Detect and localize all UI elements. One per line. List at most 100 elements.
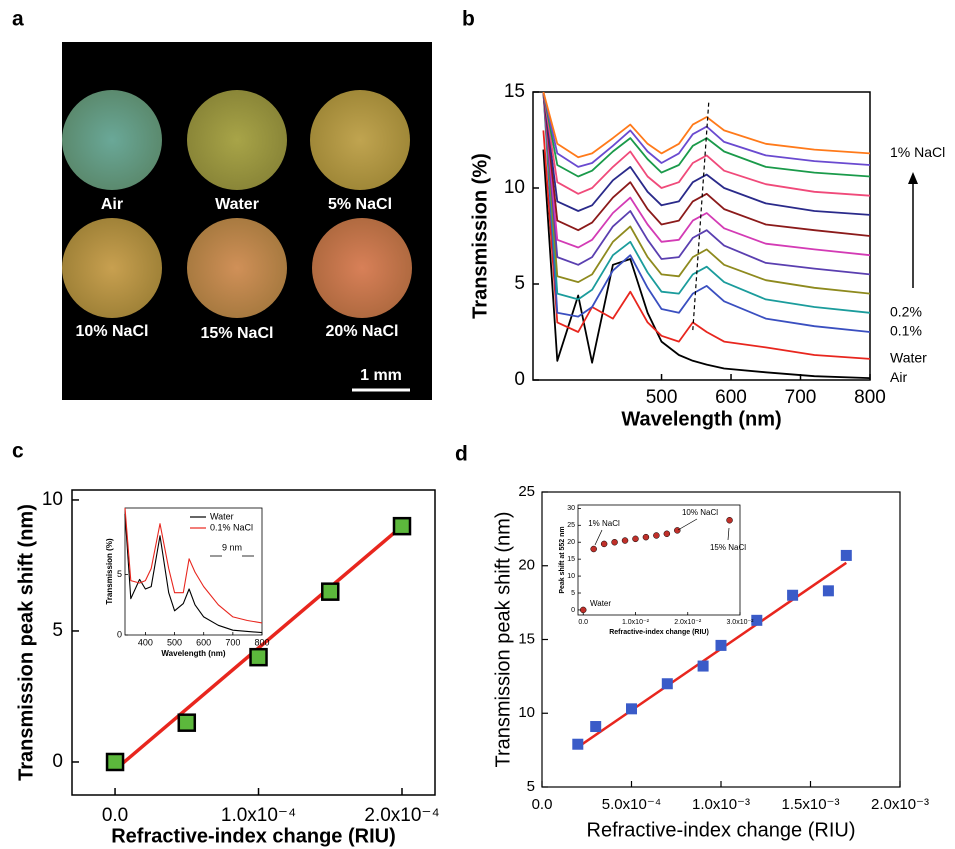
data-point — [590, 721, 602, 733]
y-tick-label: 20 — [567, 539, 575, 546]
x-tick-label: 0.0 — [532, 796, 553, 813]
data-point — [715, 639, 727, 651]
data-point — [674, 527, 681, 534]
y-tick-label: 5 — [571, 590, 575, 597]
plots: 5 0 0 600 700 800 0 5 10 15 Wavelength (nm) Transmi… — [15, 81, 945, 847]
series-line — [542, 92, 870, 178]
annotation: 15% NaCl — [710, 543, 746, 552]
series-label: Air — [890, 369, 907, 385]
y-axis-label: Transmission (%) — [105, 538, 114, 605]
sample-disc — [310, 90, 410, 190]
x-tick-label: 1.0x10⁻² — [622, 619, 650, 626]
y-axis-label: Transmission (%) — [469, 153, 491, 319]
series-line — [542, 130, 870, 360]
series-line — [542, 92, 870, 197]
sample-label: 5% NaCl — [328, 196, 392, 213]
y-tick-label: 25 — [567, 522, 575, 529]
x-tick-label: 700 — [225, 637, 240, 647]
x-tick-label: 0.0 — [578, 619, 588, 626]
sample-label: 10% NaCl — [76, 323, 149, 340]
plot-frame — [577, 504, 741, 616]
data-point — [632, 535, 639, 543]
series-line — [124, 507, 263, 624]
plot-frame — [124, 507, 263, 636]
series-label: 0.2% — [890, 304, 922, 320]
series-label: 1% NaCl — [890, 144, 945, 160]
data-point — [787, 589, 799, 601]
series-line — [542, 92, 870, 159]
y-tick-label: 5 — [527, 778, 535, 795]
x-tick-label: 2.0x10⁻⁴ — [364, 805, 439, 826]
y-tick-label: 5 — [514, 273, 525, 294]
x-tick-label: 1.0x10⁻⁴ — [221, 805, 296, 826]
x-tick-label: 600 — [196, 637, 211, 647]
x-tick-label: 1.5x10⁻³ — [782, 796, 840, 813]
series-line — [542, 92, 870, 276]
data-point — [572, 738, 584, 750]
sample-label: Water — [215, 196, 259, 213]
data-point — [751, 614, 763, 626]
y-tick-label: 0 — [117, 629, 122, 639]
annotation-arrows — [210, 518, 730, 557]
data-point — [579, 606, 587, 614]
series-line — [542, 92, 870, 295]
sample-disc — [62, 90, 162, 190]
series-line — [542, 92, 870, 314]
plot-frame — [532, 91, 871, 381]
y-tick-label: 10 — [518, 704, 535, 721]
x-tick-label: 800 — [854, 387, 886, 408]
trend-arrow-head — [908, 172, 918, 184]
annotation-arrow — [677, 518, 698, 531]
y-tick-label: 15 — [518, 630, 535, 647]
fit-line — [577, 561, 848, 749]
data-point — [661, 678, 673, 690]
data-point — [611, 538, 618, 546]
y-tick-label: 20 — [518, 557, 535, 574]
x-axis-label: Refractive-index change (RIU) — [111, 825, 396, 847]
legend-label: 0.1% NaCl — [210, 522, 253, 532]
y-tick-label: 0 — [571, 607, 575, 614]
sample-label: Air — [101, 196, 123, 213]
y-tick-label: 0 — [514, 369, 525, 390]
x-tick-label: 600 — [715, 387, 747, 408]
series-line — [124, 513, 263, 634]
x-tick-label: 0.0 — [102, 805, 128, 826]
data-point — [642, 533, 650, 541]
x-axis-label: Wavelength (nm) — [161, 649, 225, 658]
sample-label: 20% NaCl — [326, 323, 399, 340]
annotation: Water — [590, 599, 611, 608]
data-point — [177, 713, 197, 732]
series-line — [542, 92, 870, 257]
x-tick-label: 700 — [785, 387, 817, 408]
data-point — [590, 545, 597, 553]
data-point — [663, 530, 671, 538]
sample-label: 15% NaCl — [201, 325, 274, 342]
data-point — [105, 752, 125, 772]
sample-disc — [62, 218, 162, 318]
data-point — [726, 516, 733, 524]
y-tick-label: 25 — [518, 483, 535, 500]
panel-label: a — [12, 8, 24, 31]
series-label: 0.1% — [890, 323, 922, 339]
y-tick-label: 10 — [42, 489, 63, 510]
x-axis-label: Refractive-index change (RIU) — [587, 819, 856, 841]
y-tick-label: 0 — [52, 751, 63, 772]
series-label: Water — [890, 350, 927, 366]
x-tick-label: 400 — [138, 637, 153, 647]
panel-label: d — [455, 443, 468, 466]
y-tick-label: 10 — [567, 573, 575, 580]
scale-bar-label: 1 mm — [360, 367, 402, 384]
x-tick-label: 5.0x10⁻⁴ — [602, 796, 661, 813]
annotation: 10% NaCl — [682, 508, 718, 517]
x-axis-label: Refractive-index change (RIU) — [609, 629, 709, 636]
data-point — [392, 516, 412, 536]
annotation: 1% NaCl — [588, 519, 620, 528]
x-tick-label: 2.0x10⁻² — [674, 619, 702, 626]
y-tick-label: 5 — [52, 620, 63, 641]
data-point — [321, 582, 340, 601]
sample-disc — [187, 90, 287, 190]
x-tick-label: 3.0x10⁻² — [726, 619, 754, 626]
series-line — [542, 149, 870, 379]
